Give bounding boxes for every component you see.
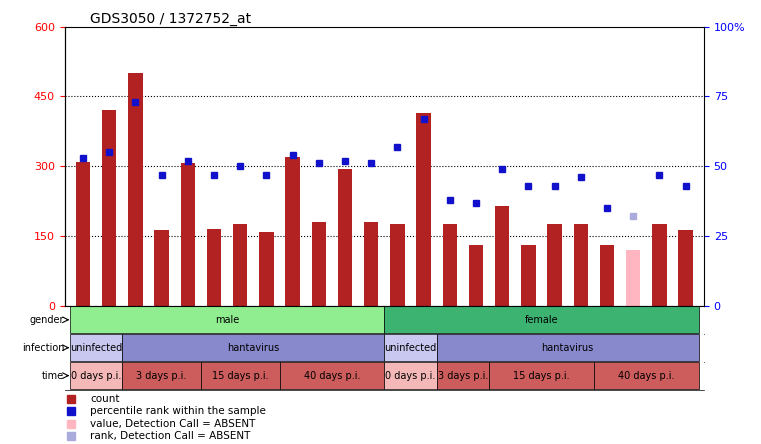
- Bar: [260, 232, 274, 306]
- Bar: [495, 206, 509, 306]
- Text: infection: infection: [21, 343, 64, 353]
- Bar: [102, 111, 116, 306]
- Text: uninfected: uninfected: [70, 343, 123, 353]
- Bar: [233, 224, 247, 306]
- Text: gender: gender: [30, 315, 64, 325]
- Bar: [311, 222, 326, 306]
- Text: hantavirus: hantavirus: [228, 343, 279, 353]
- Text: female: female: [524, 315, 559, 325]
- Text: hantavirus: hantavirus: [542, 343, 594, 353]
- Text: percentile rank within the sample: percentile rank within the sample: [91, 406, 266, 416]
- Bar: [70, 362, 123, 389]
- Text: 40 days p.i.: 40 days p.i.: [618, 371, 674, 381]
- Bar: [70, 334, 123, 361]
- Bar: [123, 362, 201, 389]
- Bar: [416, 113, 431, 306]
- Bar: [469, 246, 483, 306]
- Bar: [180, 163, 195, 306]
- Bar: [384, 334, 437, 361]
- Bar: [547, 224, 562, 306]
- Bar: [437, 362, 489, 389]
- Text: 0 days p.i.: 0 days p.i.: [71, 371, 121, 381]
- Bar: [338, 169, 352, 306]
- Bar: [678, 230, 693, 306]
- Text: male: male: [215, 315, 239, 325]
- Text: uninfected: uninfected: [384, 343, 437, 353]
- Bar: [390, 224, 405, 306]
- Bar: [201, 362, 279, 389]
- Bar: [384, 306, 699, 333]
- Bar: [123, 334, 384, 361]
- Bar: [70, 306, 384, 333]
- Text: 3 days p.i.: 3 days p.i.: [438, 371, 488, 381]
- Bar: [626, 250, 641, 306]
- Text: value, Detection Call = ABSENT: value, Detection Call = ABSENT: [91, 419, 256, 428]
- Bar: [652, 224, 667, 306]
- Bar: [154, 230, 169, 306]
- Bar: [521, 246, 536, 306]
- Bar: [76, 162, 91, 306]
- Bar: [600, 246, 614, 306]
- Text: GDS3050 / 1372752_at: GDS3050 / 1372752_at: [91, 12, 251, 26]
- Bar: [594, 362, 699, 389]
- Text: 15 days p.i.: 15 days p.i.: [513, 371, 570, 381]
- Bar: [207, 229, 221, 306]
- Text: 40 days p.i.: 40 days p.i.: [304, 371, 360, 381]
- Text: 3 days p.i.: 3 days p.i.: [136, 371, 186, 381]
- Bar: [437, 334, 699, 361]
- Bar: [364, 222, 378, 306]
- Bar: [489, 362, 594, 389]
- Bar: [384, 362, 437, 389]
- Text: 0 days p.i.: 0 days p.i.: [385, 371, 436, 381]
- Text: count: count: [91, 393, 119, 404]
- Bar: [279, 362, 384, 389]
- Bar: [574, 224, 588, 306]
- Bar: [285, 157, 300, 306]
- Text: time: time: [42, 371, 64, 381]
- Bar: [128, 73, 142, 306]
- Text: 15 days p.i.: 15 days p.i.: [212, 371, 269, 381]
- Text: rank, Detection Call = ABSENT: rank, Detection Call = ABSENT: [91, 431, 250, 441]
- Bar: [443, 224, 457, 306]
